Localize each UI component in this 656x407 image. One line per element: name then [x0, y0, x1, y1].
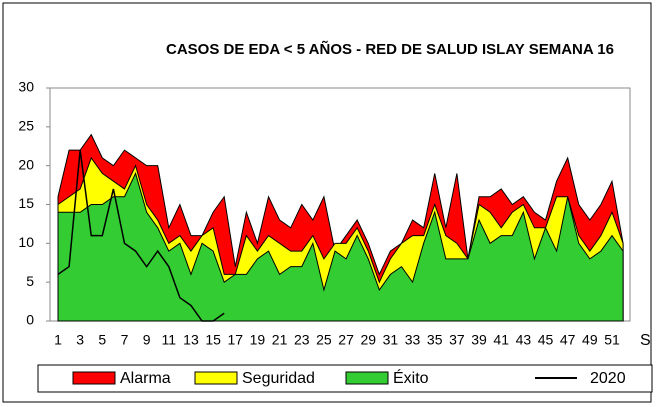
- y-tick-label: 15: [18, 195, 34, 211]
- x-tick-label: 29: [360, 332, 376, 348]
- x-tick-label: 5: [98, 332, 106, 348]
- legend-swatch: [72, 371, 116, 385]
- legend-label: 2020: [590, 370, 626, 387]
- legend-swatch: [345, 371, 389, 385]
- x-tick-label: 21: [272, 332, 288, 348]
- x-tick-label: 37: [449, 332, 465, 348]
- x-tick-label: 1: [54, 332, 62, 348]
- x-tick-label: 27: [338, 332, 354, 348]
- x-tick-label: 51: [604, 332, 620, 348]
- y-tick-label: 10: [18, 234, 34, 250]
- legend-label: Seguridad: [242, 370, 315, 387]
- x-tick-label: 41: [493, 332, 509, 348]
- area: [57, 172, 624, 322]
- x-tick-label: 47: [560, 332, 576, 348]
- x-tick-label: 15: [205, 332, 221, 348]
- x-tick-label: 33: [405, 332, 421, 348]
- x-tick-label: 23: [294, 332, 310, 348]
- y-tick-label: 0: [26, 312, 34, 328]
- x-axis-label: S: [640, 332, 651, 349]
- x-tick-label: 11: [162, 332, 177, 348]
- x-tick-label: 39: [471, 332, 487, 348]
- y-tick-label: 20: [18, 156, 34, 172]
- x-tick-label: 7: [121, 332, 129, 348]
- x-tick-label: 19: [250, 332, 266, 348]
- legend-swatch: [194, 371, 238, 385]
- chart-title: CASOS DE EDA < 5 AÑOS - RED DE SALUD ISL…: [165, 41, 614, 58]
- x-tick-label: 25: [316, 332, 332, 348]
- x-tick-label: 31: [383, 332, 399, 348]
- x-tick-label: 43: [516, 332, 532, 348]
- legend-label: Éxito: [393, 368, 429, 387]
- x-tick-label: 3: [76, 332, 84, 348]
- y-tick-label: 25: [18, 118, 34, 134]
- y-tick-label: 30: [18, 79, 34, 95]
- x-tick-label: 9: [143, 332, 151, 348]
- x-tick-label: 45: [538, 332, 554, 348]
- legend-label: Alarma: [120, 370, 171, 387]
- x-tick-label: 13: [183, 332, 199, 348]
- y-tick-label: 5: [26, 273, 34, 289]
- chart-border: [2, 2, 652, 403]
- x-tick-label: 17: [227, 332, 243, 348]
- x-tick-label: 35: [427, 332, 443, 348]
- line: [57, 150, 225, 322]
- x-tick-label: 49: [582, 332, 598, 348]
